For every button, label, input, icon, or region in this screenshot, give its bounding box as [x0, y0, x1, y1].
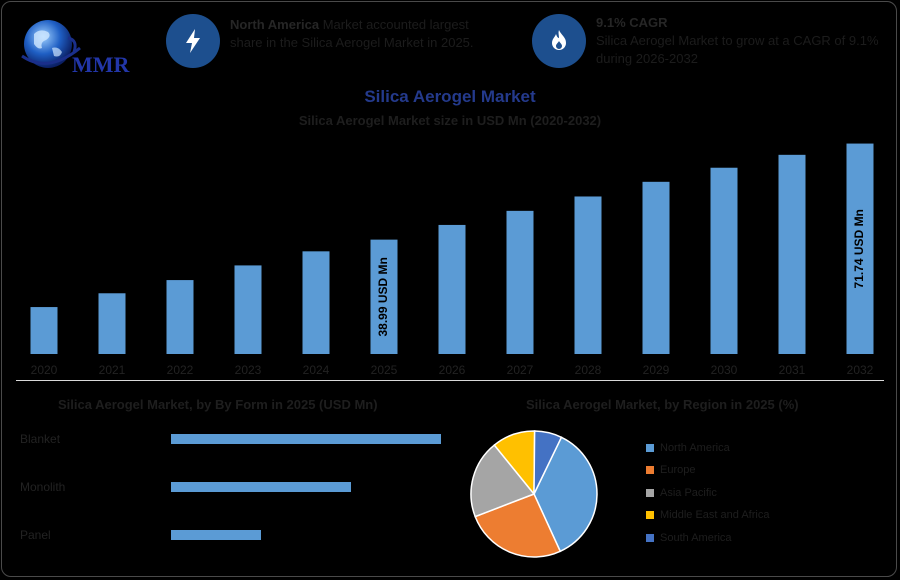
bar-2021 [98, 293, 126, 354]
form-chart-title: Silica Aerogel Market, by By Form in 202… [58, 397, 378, 412]
hbar-monolith [171, 482, 351, 492]
globe-icon [21, 20, 81, 68]
legend-item-north-america: North America [646, 442, 730, 454]
bar-2025 [370, 239, 398, 354]
legend-swatch [646, 444, 654, 452]
logo-text: MMR [72, 52, 130, 77]
x-tick-label: 2021 [99, 363, 126, 377]
info-cagr-highlight: 9.1% CAGR [596, 15, 668, 30]
x-tick-label: 2020 [31, 363, 58, 377]
legend-swatch [646, 489, 654, 497]
region-chart-title: Silica Aerogel Market, by Region in 2025… [526, 397, 799, 412]
main-chart-subtitle: Silica Aerogel Market size in USD Mn (20… [298, 113, 602, 128]
x-tick-label: 2025 [371, 363, 398, 377]
legend-label: Europe [660, 464, 696, 476]
x-tick-label: 2026 [439, 363, 466, 377]
x-tick-label: 2032 [847, 363, 874, 377]
bar-2020 [30, 307, 58, 354]
form-label-panel: Panel [20, 528, 51, 542]
bar-2032 [846, 143, 874, 354]
legend-item-south-america: South America [646, 532, 732, 544]
pie-slice-asia-pacific [470, 443, 536, 518]
pie-slice-europe [474, 493, 562, 558]
bar-2029 [642, 181, 670, 354]
form-label-blanket: Blanket [20, 432, 61, 446]
legend-label: Middle East and Africa [660, 509, 770, 521]
info-region-highlight: North America [230, 17, 320, 32]
market-size-bar-chart: 2020 2021 2022 2023 2024 2025 38.99 USD Mn 2026… [30, 143, 874, 377]
x-tick-label: 2029 [643, 363, 670, 377]
legend-label: Asia Pacific [660, 487, 717, 499]
info-cagr: 9.1% CAGR Silica Aerogel Market to grow … [596, 14, 886, 68]
x-tick-label: 2022 [167, 363, 194, 377]
section-divider [16, 380, 884, 381]
bar-2028 [574, 196, 602, 354]
mmr-logo: MMR [18, 18, 138, 78]
bar-2030 [710, 167, 738, 354]
region-pie-chart [470, 430, 598, 558]
legend-swatch [646, 466, 654, 474]
legend-swatch [646, 511, 654, 519]
flame-icon [532, 14, 586, 68]
bar-2022 [166, 280, 194, 354]
pie-slice-north-america [533, 436, 598, 553]
hbar-blanket [171, 434, 441, 444]
form-bar-chart [171, 434, 441, 540]
info-region-text: Market accounted largest share in the Si… [230, 17, 474, 50]
pie-slice-south-america [533, 430, 563, 495]
x-tick-label: 2030 [711, 363, 738, 377]
bar-2023 [234, 265, 262, 354]
lightning-icon [166, 14, 220, 68]
info-cagr-text: Silica Aerogel Market to grow at a CAGR … [596, 33, 879, 66]
x-tick-label: 2028 [575, 363, 602, 377]
x-tick-label: 2031 [779, 363, 806, 377]
legend-item-europe: Europe [646, 464, 695, 476]
legend-item-asia-pacific: Asia Pacific [646, 487, 717, 499]
bar-2024 [302, 251, 330, 354]
x-tick-label: 2024 [303, 363, 330, 377]
form-label-monolith: Monolith [20, 480, 66, 494]
legend-label: North America [660, 442, 730, 454]
legend-label: South America [660, 532, 732, 544]
x-tick-label: 2027 [507, 363, 534, 377]
bar-2031 [778, 154, 806, 354]
main-chart-title: Silica Aerogel Market [364, 87, 536, 106]
info-region: North America Market accounted largest s… [230, 16, 500, 52]
bar-2027 [506, 210, 534, 354]
legend-swatch [646, 534, 654, 542]
bar-2026 [438, 224, 466, 354]
x-tick-label: 2023 [235, 363, 262, 377]
legend-item-middle-east-africa: Middle East and Africa [646, 509, 769, 521]
hbar-panel [171, 530, 261, 540]
bar-data-label: 38.99 USD Mn [376, 257, 390, 336]
bar-data-label: 71.74 USD Mn [852, 209, 866, 288]
